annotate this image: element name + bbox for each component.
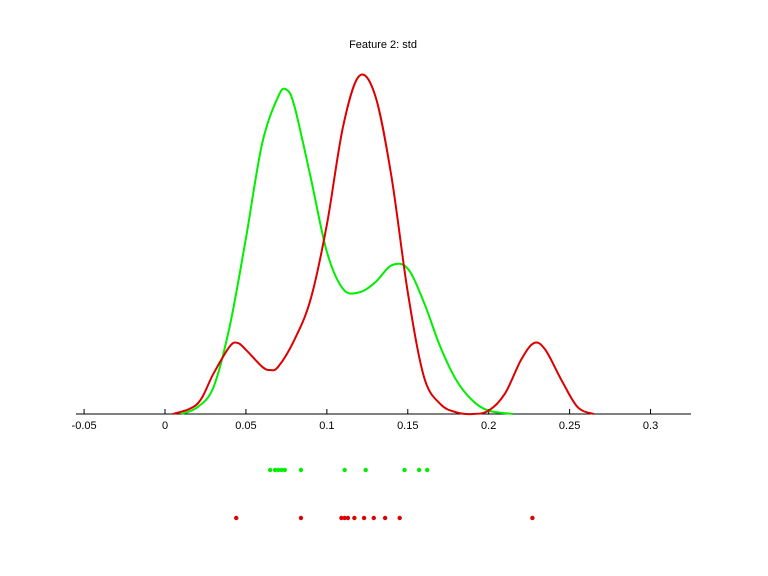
sample-point-1 (282, 467, 287, 473)
x-tick-label: 0.25 (559, 420, 580, 432)
sample-point-1 (279, 467, 284, 473)
sample-point-1 (416, 467, 422, 473)
chart-title: Feature 2: std (349, 39, 417, 51)
sample-rugs (234, 467, 535, 521)
sample-point-1 (402, 467, 407, 473)
density-curves (172, 73, 595, 416)
sample-point-2 (352, 515, 357, 521)
x-tick-label: 0.15 (397, 420, 418, 432)
sample-point-2 (298, 515, 304, 521)
sample-point-1 (272, 467, 278, 473)
x-tick-label: 0.3 (643, 420, 658, 432)
x-tick-label: 0.2 (481, 420, 496, 432)
sample-point-1 (363, 467, 368, 473)
sample-point-2 (530, 515, 535, 521)
x-tick-label: 0.1 (319, 420, 334, 432)
sample-point-2 (371, 515, 376, 521)
density-curve-2 (172, 73, 595, 416)
x-tick-label: 0.05 (235, 420, 256, 432)
density-curve-1 (180, 87, 514, 415)
sample-point-2 (339, 515, 344, 521)
sample-point-2 (342, 515, 347, 521)
x-tick-label: -0.05 (72, 420, 97, 432)
x-axis-ticks: -0.05 0 0.05 0.1 0.15 0.2 0.25 0.3 (72, 409, 658, 432)
sample-point-1 (298, 467, 304, 473)
sample-point-2 (345, 515, 351, 521)
sample-point-1 (268, 467, 273, 473)
sample-point-2 (361, 515, 367, 521)
sample-point-1 (424, 467, 430, 473)
sample-point-2 (234, 515, 239, 521)
sample-point-2 (382, 515, 388, 521)
sample-point-1 (342, 467, 347, 473)
sample-point-2 (397, 515, 402, 521)
sample-point-1 (276, 467, 281, 473)
x-tick-label: 0 (162, 420, 168, 432)
